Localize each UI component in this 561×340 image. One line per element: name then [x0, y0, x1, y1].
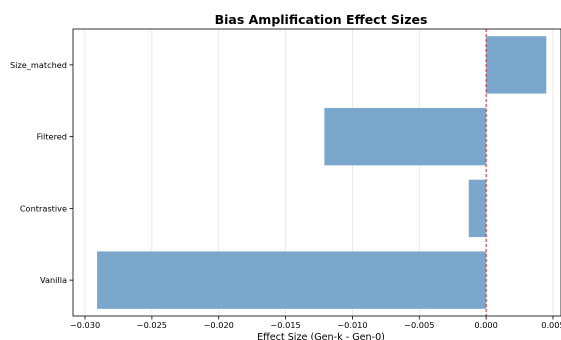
- chart-title: Bias Amplification Effect Sizes: [215, 12, 428, 27]
- x-tick-label: 0.000: [474, 320, 497, 330]
- x-tick-label: −0.020: [204, 320, 234, 330]
- bar-filtered: [324, 107, 487, 166]
- plot-frame: [72, 28, 561, 317]
- x-tick-label: 0.005: [541, 320, 561, 330]
- y-tick-label: Vanilla: [40, 275, 67, 285]
- x-tick-label: −0.005: [404, 320, 434, 330]
- x-tick-label: −0.030: [70, 320, 100, 330]
- x-tick-label: −0.010: [337, 320, 367, 330]
- y-tick-label: Size_matched: [10, 60, 67, 70]
- y-axis-ticks: Vanilla Contrastive Filtered Size_matched: [10, 60, 73, 285]
- x-tick-label: −0.015: [270, 320, 300, 330]
- x-axis-ticks: −0.030 −0.025 −0.020 −0.015 −0.010 −0.005 0.00…: [70, 316, 561, 330]
- bars-layer: [97, 36, 547, 309]
- bar-vanilla: [97, 251, 487, 309]
- x-axis-label: Effect Size (Gen-k - Gen-0): [257, 332, 385, 340]
- y-tick-label: Contrastive: [20, 203, 67, 213]
- x-tick-label: −0.025: [137, 320, 167, 330]
- bar-contrastive: [468, 179, 487, 238]
- y-tick-label: Filtered: [37, 132, 67, 142]
- bar-size_matched: [486, 36, 547, 94]
